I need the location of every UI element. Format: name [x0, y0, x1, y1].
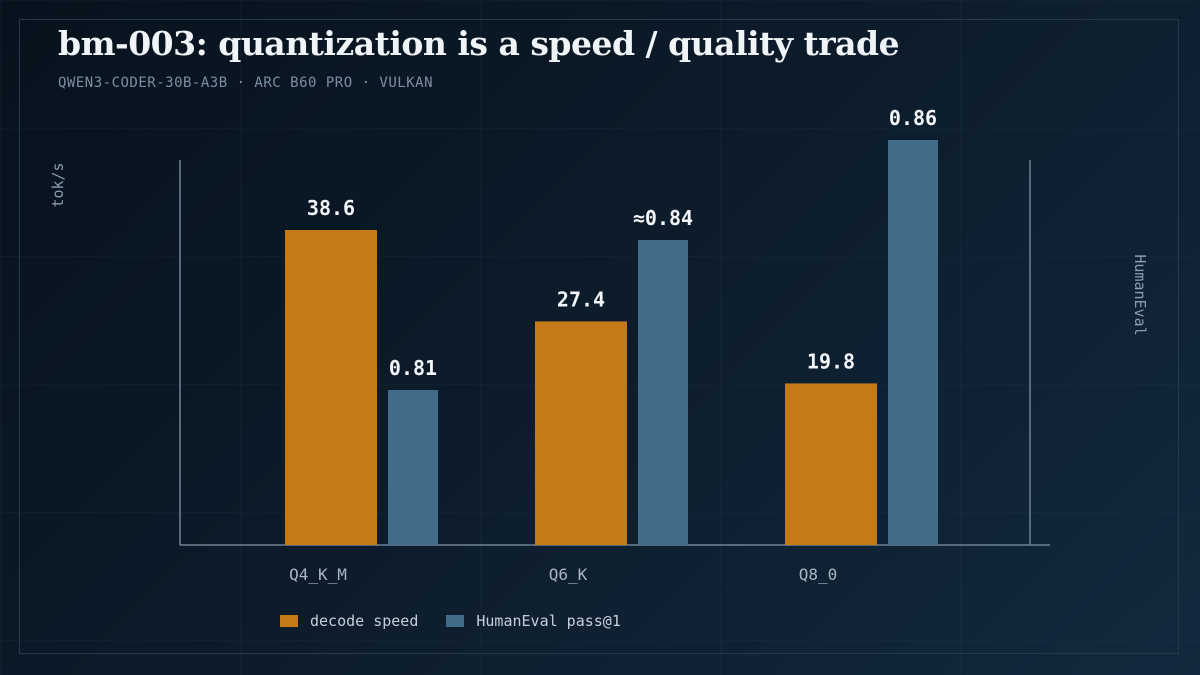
bar-decode-speed-Q8_0 — [785, 383, 877, 545]
legend: decode speed HumanEval pass@1 — [280, 612, 649, 630]
legend-item-decode-speed: decode speed — [280, 612, 418, 630]
bar-humaneval-Q8_0 — [888, 140, 938, 545]
bar-humaneval-Q4_K_M — [388, 390, 438, 545]
chart-subtitle: QWEN3-CODER-30B-A3B · ARC B60 PRO · VULK… — [58, 75, 434, 91]
legend-item-humaneval: HumanEval pass@1 — [446, 612, 621, 630]
x-tick-label-Q6_K: Q6_K — [549, 565, 588, 584]
bar-decode-speed-Q4_K_M — [285, 230, 377, 545]
data-label-decode-speed-Q6_K: 27.4 — [557, 287, 605, 311]
x-tick-label-Q8_0: Q8_0 — [799, 565, 838, 584]
x-tick-label-Q4_K_M: Q4_K_M — [289, 565, 347, 584]
data-label-decode-speed-Q4_K_M: 38.6 — [307, 196, 355, 220]
bar-decode-speed-Q6_K — [535, 321, 627, 545]
y-axis-label-right: HumanEval — [1131, 254, 1149, 335]
chart-title: bm-003: quantization is a speed / qualit… — [58, 24, 900, 63]
legend-label-decode-speed: decode speed — [310, 612, 419, 630]
chart-frame — [19, 19, 1179, 654]
legend-swatch-humaneval — [446, 615, 465, 627]
legend-label-humaneval: HumanEval pass@1 — [476, 612, 621, 630]
bar-humaneval-Q6_K — [638, 240, 688, 545]
data-label-decode-speed-Q8_0: 19.8 — [807, 349, 855, 373]
legend-swatch-decode-speed — [280, 615, 298, 627]
data-label-humaneval-Q6_K: ≈0.84 — [633, 206, 693, 230]
data-label-humaneval-Q8_0: 0.86 — [889, 106, 937, 130]
data-label-humaneval-Q4_K_M: 0.81 — [389, 356, 437, 380]
y-axis-label-left: tok/s — [49, 162, 67, 207]
